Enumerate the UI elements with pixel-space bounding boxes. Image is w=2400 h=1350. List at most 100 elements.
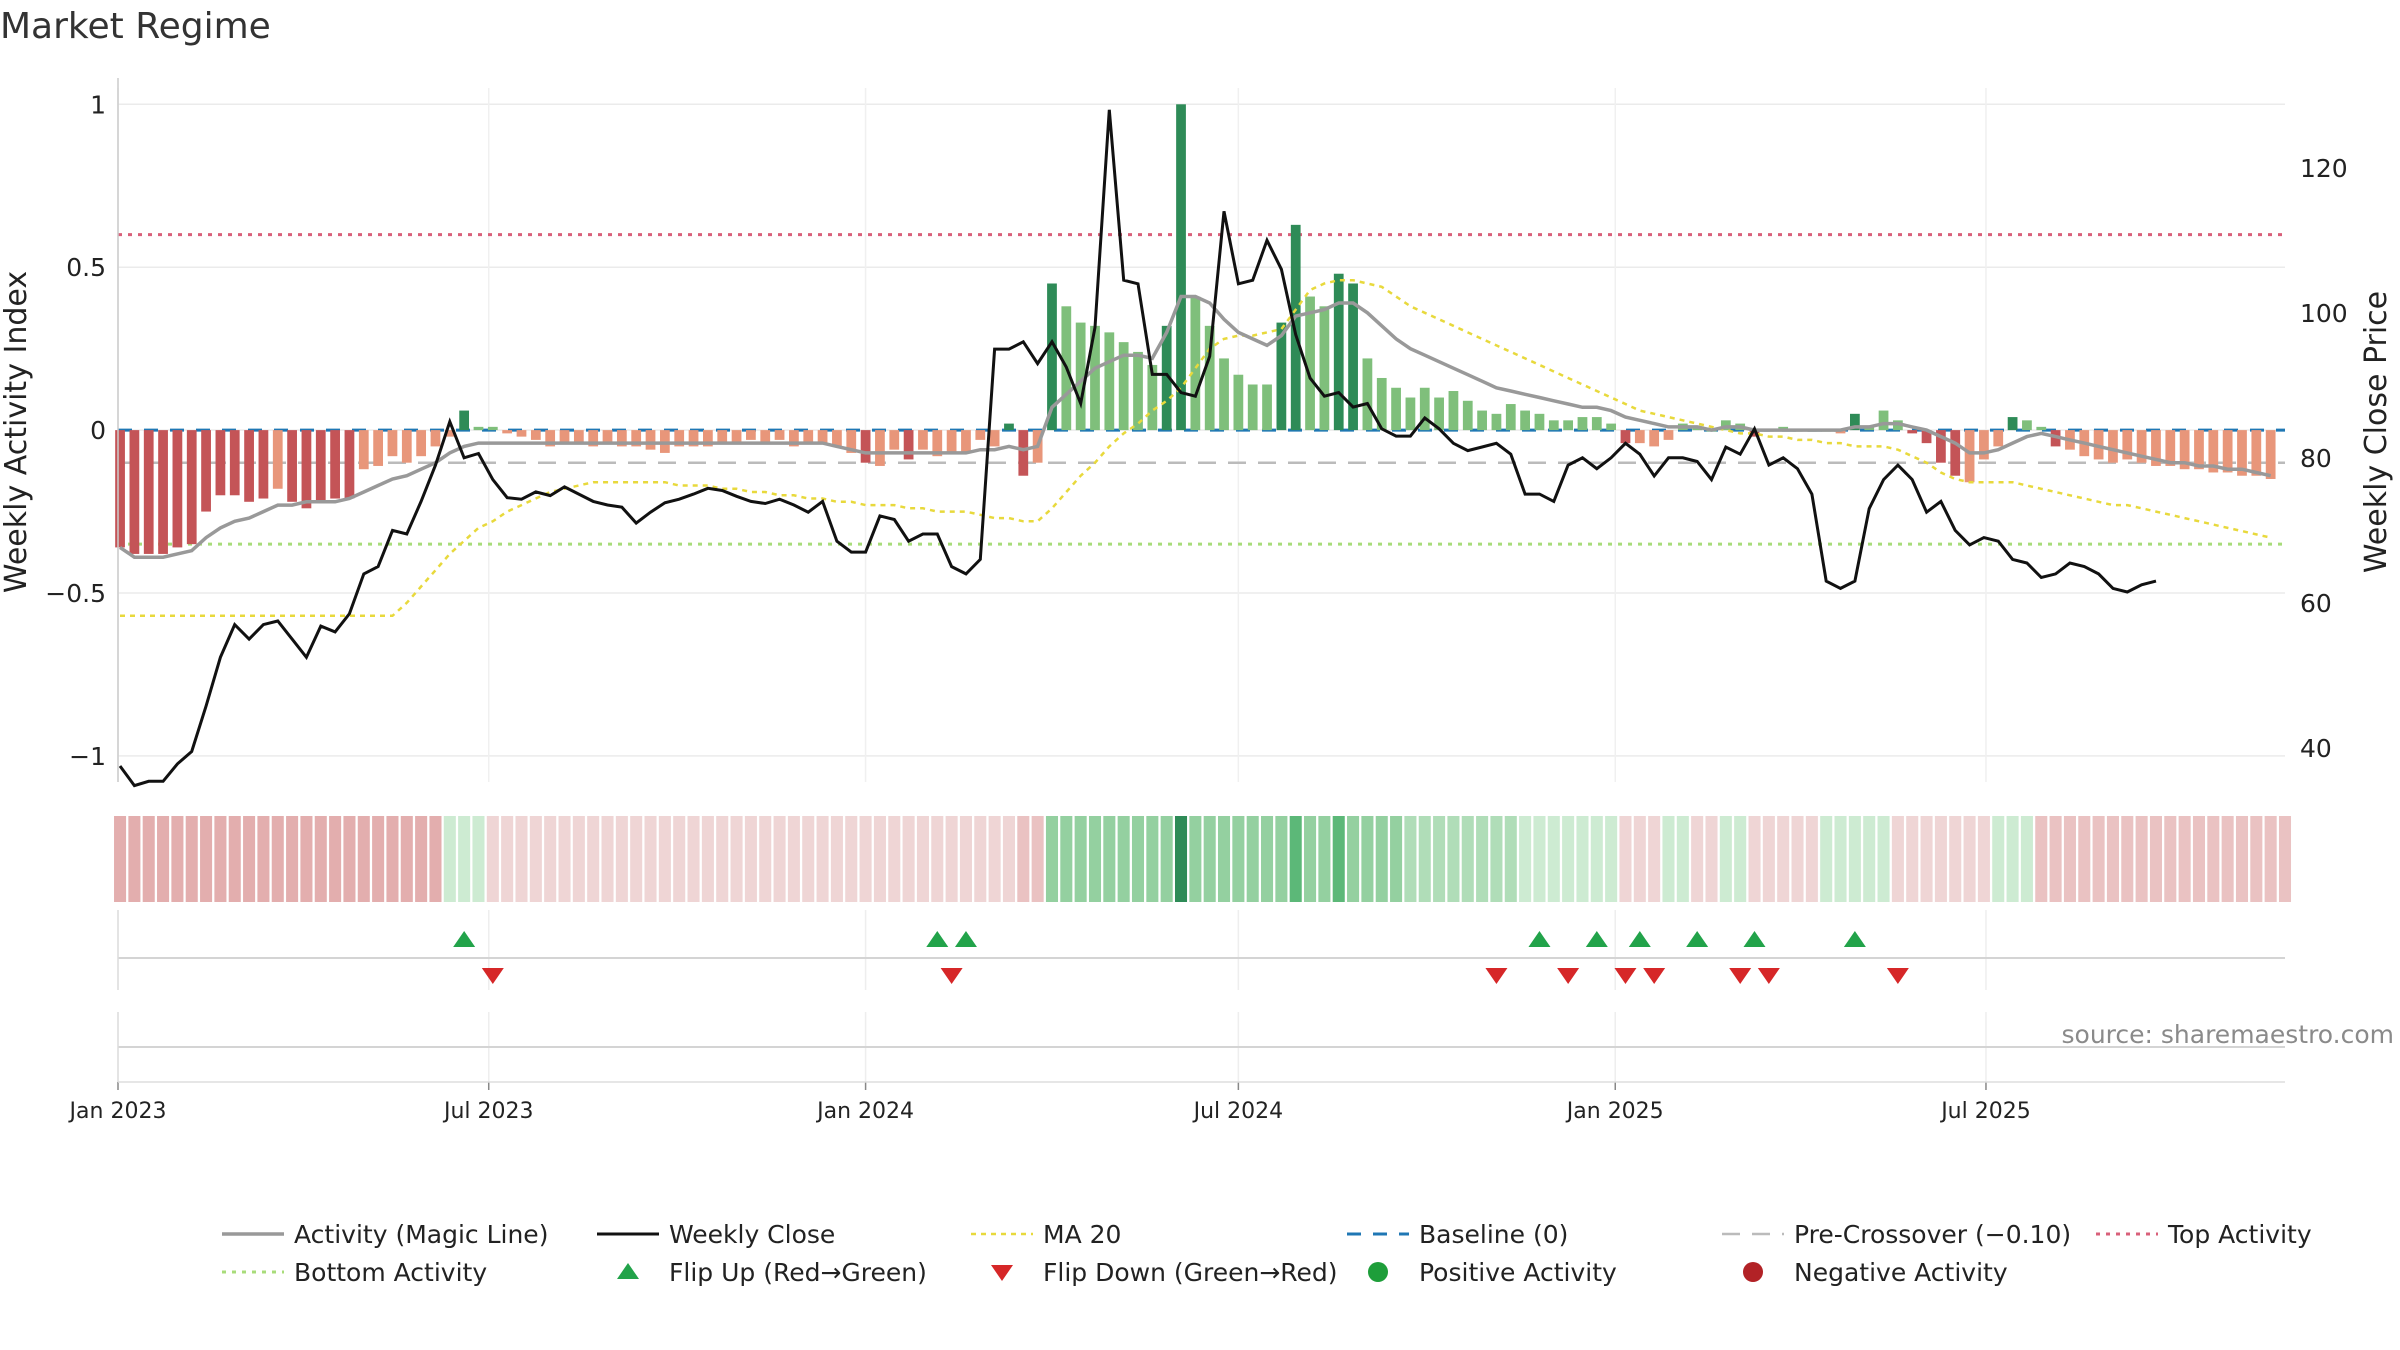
regime-cell bbox=[744, 816, 757, 902]
activity-bar bbox=[2194, 430, 2204, 470]
regime-cell bbox=[1547, 816, 1560, 902]
regime-cell bbox=[2006, 816, 2019, 902]
reference-lines bbox=[118, 233, 2285, 546]
left-tick-label: −1 bbox=[69, 742, 106, 771]
regime-cell bbox=[859, 816, 872, 902]
regime-cell bbox=[1734, 816, 1747, 902]
regime-cell bbox=[1633, 816, 1646, 902]
regime-cell bbox=[572, 816, 585, 902]
activity-bar bbox=[1663, 430, 1674, 440]
regime-cell bbox=[1490, 816, 1503, 902]
activity-bar bbox=[1634, 430, 1645, 444]
activity-bar bbox=[1577, 417, 1588, 431]
regime-cell bbox=[701, 816, 714, 902]
activity-bar bbox=[1964, 430, 1975, 483]
regime-strip bbox=[114, 816, 2292, 902]
regime-cell bbox=[2135, 816, 2148, 902]
regime-cell bbox=[2092, 816, 2105, 902]
regime-cell bbox=[1719, 816, 1732, 902]
regime-cell bbox=[257, 816, 270, 902]
activity-bar bbox=[258, 430, 269, 499]
activity-bar bbox=[1391, 387, 1401, 431]
activity-bar bbox=[1448, 391, 1459, 431]
regime-cell bbox=[1848, 816, 1861, 902]
activity-bar bbox=[1247, 384, 1258, 431]
activity-bar bbox=[115, 430, 125, 548]
activity-bar bbox=[573, 430, 584, 444]
activity-bar bbox=[1491, 413, 1502, 431]
regime-cell bbox=[644, 816, 657, 902]
regime-cell bbox=[1318, 816, 1331, 902]
regime-cell bbox=[1289, 816, 1302, 902]
activity-bars bbox=[115, 104, 2276, 554]
activity-bar bbox=[1477, 410, 1487, 431]
regime-cell bbox=[1533, 816, 1546, 902]
activity-bar bbox=[2151, 430, 2161, 466]
date-axis-panel: Jan 2023 Jul 2023 Jan 2024 Jul 2024 Jan 2025… bbox=[68, 1012, 2285, 1124]
activity-bar bbox=[1878, 410, 1889, 431]
right-tick-label: 60 bbox=[2300, 589, 2332, 618]
regime-cell bbox=[286, 816, 299, 902]
regime-cell bbox=[128, 816, 141, 902]
flip-down-marker bbox=[1614, 968, 1637, 984]
weekly-close-line bbox=[118, 109, 2157, 788]
legend-label: Flip Down (Green→Red) bbox=[1043, 1258, 1338, 1287]
regime-cell bbox=[458, 816, 471, 902]
activity-bar bbox=[2165, 430, 2176, 466]
activity-bar bbox=[918, 430, 928, 450]
regime-cell bbox=[271, 816, 284, 902]
activity-bar bbox=[287, 430, 297, 502]
regime-cell bbox=[1891, 816, 1904, 902]
activity-bar bbox=[1262, 384, 1272, 431]
activity-bar bbox=[2022, 420, 2032, 431]
regime-cell bbox=[974, 816, 987, 902]
regime-cell bbox=[1246, 816, 1259, 902]
regime-cell bbox=[945, 816, 958, 902]
activity-bar bbox=[1563, 420, 1574, 431]
flip-up-marker bbox=[453, 931, 476, 947]
activity-bar bbox=[774, 430, 785, 440]
flip-up-marker bbox=[1585, 931, 1608, 947]
regime-cell bbox=[1275, 816, 1288, 902]
regime-cell bbox=[2106, 816, 2119, 902]
date-tick-label: Jul 2023 bbox=[442, 1099, 534, 1124]
regime-cell bbox=[343, 816, 356, 902]
activity-bar bbox=[688, 430, 699, 447]
regime-cell bbox=[157, 816, 170, 902]
activity-bar bbox=[315, 430, 326, 502]
regime-cell bbox=[228, 816, 241, 902]
regime-cell bbox=[1189, 816, 1202, 902]
right-tick-label: 120 bbox=[2300, 154, 2348, 183]
regime-cell bbox=[171, 816, 184, 902]
regime-cell bbox=[931, 816, 944, 902]
regime-cell bbox=[200, 816, 213, 902]
activity-bar bbox=[2208, 430, 2219, 473]
flip-up-marker bbox=[1686, 931, 1709, 947]
activity-bar bbox=[502, 430, 513, 434]
chart-title: Market Regime bbox=[0, 6, 271, 47]
regime-cell bbox=[1261, 816, 1274, 902]
activity-bar bbox=[301, 430, 312, 509]
regime-cell bbox=[730, 816, 743, 902]
activity-bar bbox=[530, 430, 541, 440]
regime-cell bbox=[472, 816, 485, 902]
activity-bar bbox=[1348, 283, 1358, 431]
flip-up-marker bbox=[1743, 931, 1766, 947]
regime-cell bbox=[830, 816, 843, 902]
regime-cell bbox=[1519, 816, 1532, 902]
legend-label: Flip Up (Red→Green) bbox=[669, 1258, 927, 1287]
regime-cell bbox=[558, 816, 571, 902]
regime-cell bbox=[1834, 816, 1847, 902]
regime-cell bbox=[2221, 816, 2234, 902]
activity-bar bbox=[487, 426, 498, 431]
regime-cell bbox=[1934, 816, 1947, 902]
regime-cell bbox=[1390, 816, 1403, 902]
activity-bar bbox=[616, 430, 627, 447]
activity-bar bbox=[416, 430, 427, 457]
right-tick-label: 80 bbox=[2300, 444, 2332, 473]
regime-cell bbox=[802, 816, 815, 902]
activity-bar bbox=[444, 430, 455, 437]
activity-bar bbox=[1907, 430, 1918, 434]
regime-cell bbox=[1963, 816, 1976, 902]
